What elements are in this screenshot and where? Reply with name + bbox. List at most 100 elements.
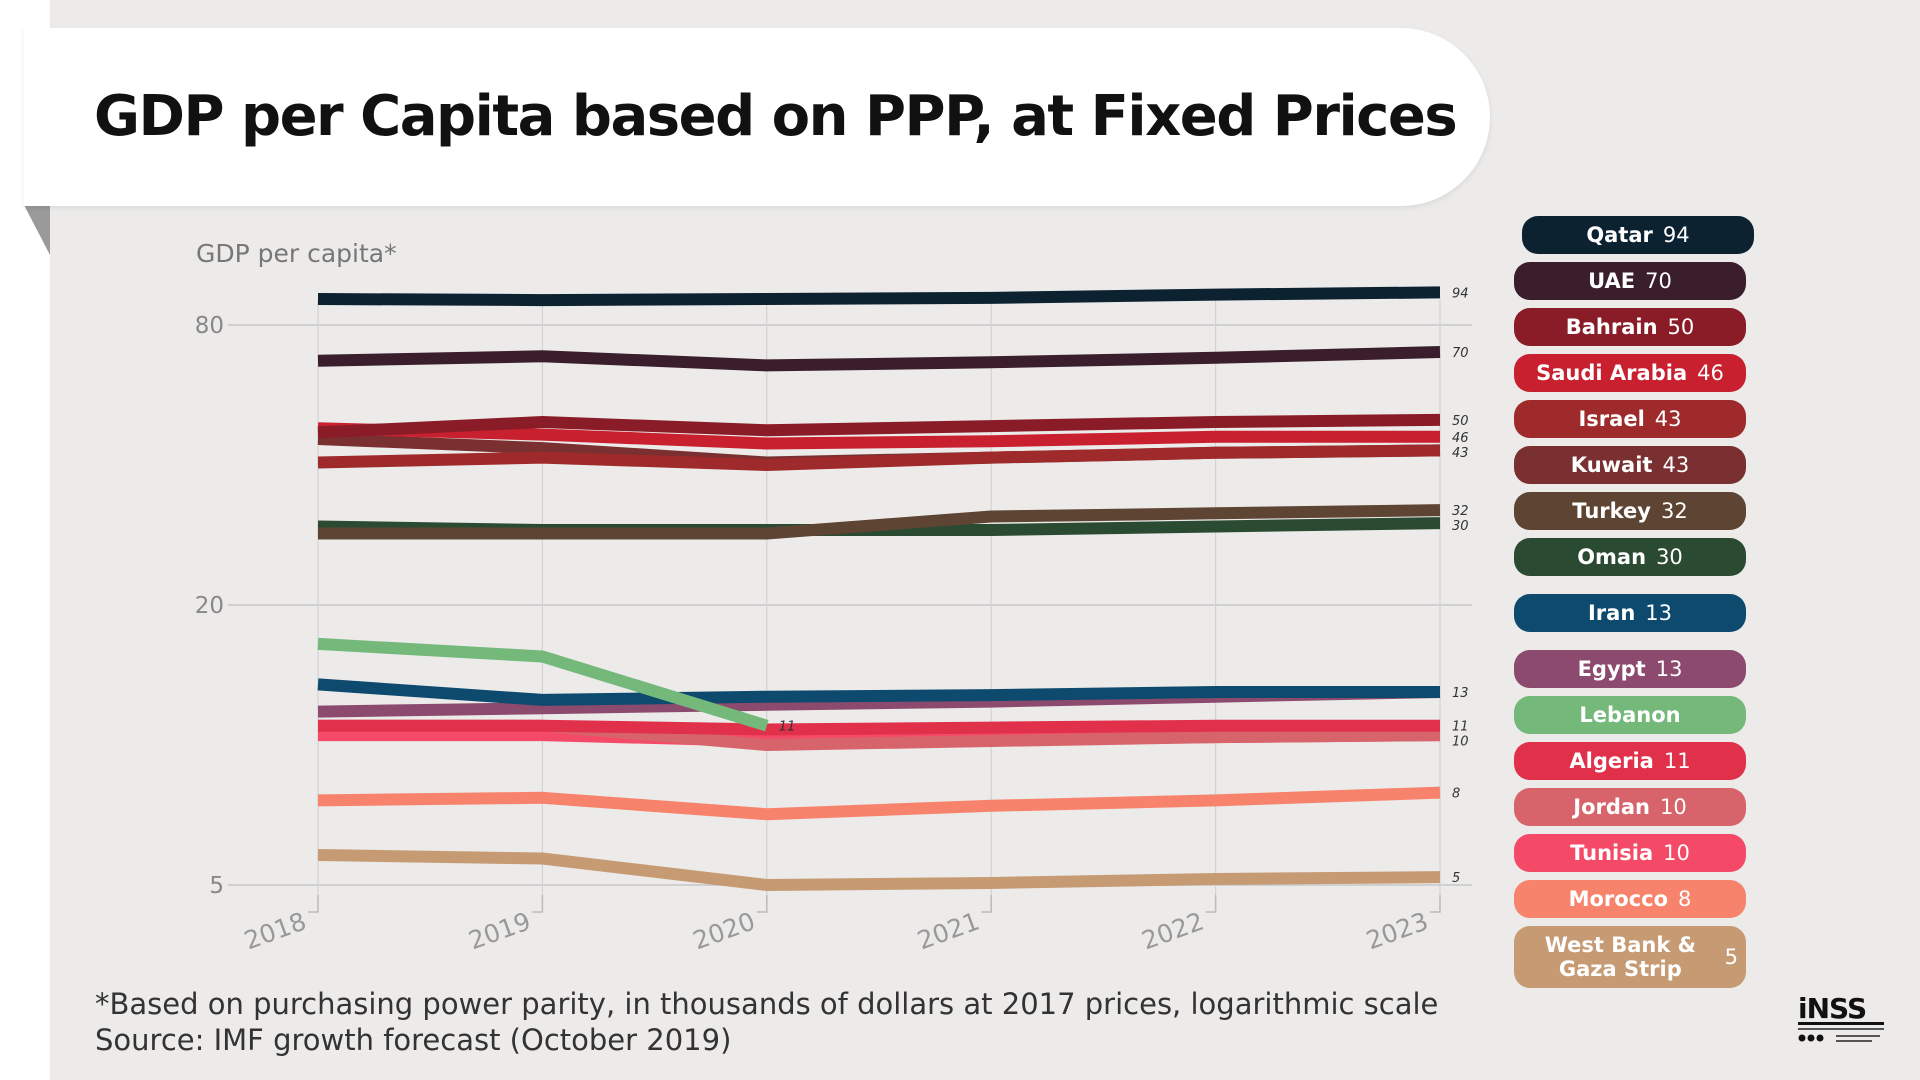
legend-item-lebanon: Lebanon	[1514, 696, 1746, 734]
end-value-label: 10	[1452, 735, 1469, 750]
legend-name: Egypt	[1577, 657, 1646, 681]
series-line-lebanon	[317, 637, 769, 732]
legend-name: Lebanon	[1579, 703, 1681, 727]
legend-value: 13	[1655, 657, 1683, 681]
end-value-label: 11	[779, 720, 796, 735]
legend-name: Oman	[1577, 545, 1647, 569]
end-value-label: 50	[1452, 414, 1469, 429]
end-value-label: 5	[1452, 871, 1460, 886]
legend-item-iran: Iran 13	[1514, 594, 1746, 632]
legend-name: Iran	[1587, 601, 1636, 625]
x-tick-mark	[308, 895, 319, 913]
legend-value: 30	[1656, 545, 1683, 569]
legend-value: 43	[1662, 453, 1690, 477]
legend-name: Morocco	[1568, 887, 1669, 911]
y-tick-label: 20	[195, 593, 224, 619]
source-text: Source: IMF growth forecast (October 201…	[95, 1023, 732, 1057]
series-line-iran	[317, 678, 1440, 706]
legend-name: Bahrain	[1565, 315, 1658, 339]
legend-name: Jordan	[1573, 795, 1651, 819]
series-line-algeria	[318, 719, 1440, 736]
legend-name: Algeria	[1569, 749, 1654, 773]
legend-value: 70	[1645, 269, 1672, 293]
end-value-label: 32	[1452, 504, 1469, 519]
series-line-bahrain	[317, 413, 1441, 439]
inss-logo: iNSS	[1798, 992, 1884, 1042]
x-tick-label: 2022	[1138, 906, 1208, 955]
legend-value: 43	[1654, 407, 1682, 431]
y-axis-label: GDP per capita*	[196, 239, 397, 268]
legend-value: 10	[1663, 841, 1690, 865]
x-tick-mark	[532, 895, 544, 913]
x-tick-mark	[1205, 895, 1217, 913]
legend-item-egypt: Egypt 13	[1514, 650, 1746, 688]
legend-item-uae: UAE 70	[1514, 262, 1746, 300]
legend-item-west-bank-gaza-strip: West Bank & Gaza Strip 5	[1514, 926, 1746, 988]
legend-name: UAE	[1588, 269, 1636, 293]
legend-value: 94	[1662, 223, 1690, 247]
series-line-uae	[317, 346, 1441, 372]
chart-grid	[228, 300, 1472, 913]
y-tick-label: 80	[195, 313, 224, 339]
legend-item-qatar: Qatar 94	[1522, 216, 1754, 254]
x-tick-label: 2021	[914, 906, 984, 955]
legend-item-tunisia: Tunisia 10	[1514, 834, 1746, 872]
series-line-qatar	[317, 286, 1441, 307]
legend-item-morocco: Morocco 8	[1514, 880, 1746, 918]
page-title: GDP per Capita based on PPP, at Fixed Pr…	[94, 84, 1458, 149]
legend-item-bahrain: Bahrain 50	[1514, 308, 1746, 346]
series-line-saudi-arabia	[317, 422, 1440, 450]
y-tick-label: 5	[209, 873, 224, 899]
end-value-label: 30	[1452, 519, 1469, 534]
legend-item-algeria: Algeria 11	[1514, 742, 1746, 780]
y-axis-ticks: 80 20 5	[195, 313, 224, 899]
legend-value: 32	[1660, 499, 1688, 523]
legend-name: Kuwait	[1570, 453, 1653, 477]
legend-name: West Bank & Gaza Strip	[1544, 933, 1696, 981]
title-banner: GDP per Capita based on PPP, at Fixed Pr…	[24, 28, 1490, 206]
x-tick-mark	[1430, 895, 1441, 913]
end-value-label: 13	[1452, 686, 1469, 701]
end-value-label: 94	[1452, 286, 1469, 301]
legend-value: 8	[1678, 887, 1692, 911]
x-axis-ticks: 2018 2019 2020 2021 2022 2023	[240, 906, 1432, 955]
x-tick-mark	[981, 895, 992, 913]
legend-item-turkey: Turkey 32	[1514, 492, 1746, 530]
end-value-label: 11	[1452, 720, 1469, 735]
legend-name: Saudi Arabia	[1536, 361, 1688, 385]
end-value-label: 70	[1452, 346, 1469, 361]
legend-item-kuwait: Kuwait 43	[1514, 446, 1746, 484]
legend-value: 50	[1667, 315, 1695, 339]
legend: Qatar 94 UAE 70 Bahrain 50 Saudi Arabia 46 Israe…	[1512, 216, 1760, 988]
title-fold-shadow	[24, 205, 50, 255]
x-tick-label: 2019	[465, 906, 535, 955]
end-value-label: 8	[1452, 787, 1460, 802]
x-tick-mark	[756, 895, 768, 913]
legend-item-oman: Oman 30	[1514, 538, 1746, 576]
series-line-morocco	[317, 786, 1441, 821]
legend-value: 5	[1724, 945, 1738, 969]
legend-name: Tunisia	[1570, 841, 1654, 865]
legend-value: 11	[1663, 749, 1691, 773]
legend-name: Qatar	[1586, 223, 1653, 247]
svg-text:iNSS: iNSS	[1798, 992, 1866, 1025]
chart-series	[317, 286, 1441, 891]
end-value-label: 46	[1452, 431, 1469, 446]
legend-value: 13	[1645, 601, 1673, 625]
footnote-text: *Based on purchasing power parity, in th…	[95, 987, 1439, 1021]
legend-item-israel: Israel 43	[1514, 400, 1746, 438]
legend-name: Turkey	[1572, 499, 1651, 523]
legend-item-jordan: Jordan 10	[1514, 788, 1746, 826]
x-tick-label: 2023	[1362, 906, 1432, 955]
end-value-label: 43	[1452, 446, 1469, 461]
series-line-israel	[317, 444, 1441, 471]
legend-name: Israel	[1578, 407, 1645, 431]
series-line-turkey	[318, 504, 1441, 540]
x-tick-label: 2020	[689, 906, 759, 955]
legend-item-saudi-arabia: Saudi Arabia 46	[1514, 354, 1746, 392]
series-line-west-bank-gaza-strip	[317, 849, 1441, 891]
legend-value: 46	[1697, 361, 1724, 385]
footnote: *Based on purchasing power parity, in th…	[95, 986, 1438, 1058]
x-tick-label: 2018	[240, 906, 310, 955]
